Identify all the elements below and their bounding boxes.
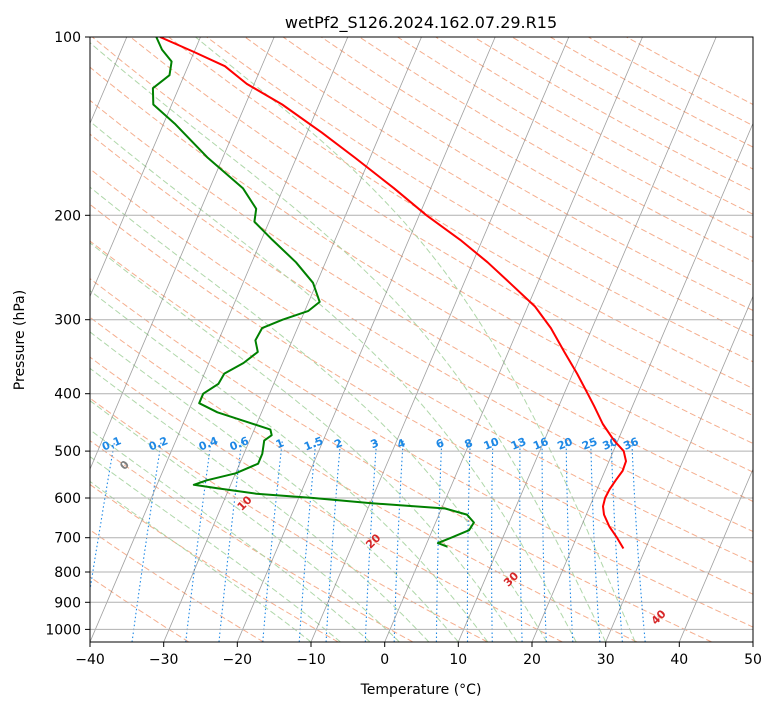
y-tick-label: 900: [54, 595, 81, 611]
isotherm-line: [753, 37, 775, 642]
plot-area: [90, 37, 753, 642]
y-axis-label: Pressure (hPa): [12, 290, 28, 390]
x-tick-label: 40: [670, 652, 688, 668]
x-tick-label: 10: [449, 652, 467, 668]
y-tick-label: 200: [54, 208, 81, 224]
y-tick-label: 800: [54, 565, 81, 581]
y-tick-label: 700: [54, 531, 81, 547]
y-tick-label: 300: [54, 313, 81, 329]
y-tick-label: 600: [54, 491, 81, 507]
y-tick-label: 400: [54, 387, 81, 403]
x-tick-label: 50: [744, 652, 762, 668]
x-axis-label: Temperature (°C): [360, 682, 482, 698]
x-tick-label: −30: [149, 652, 179, 668]
x-tick-label: 0: [380, 652, 389, 668]
y-tick-label: 100: [54, 30, 81, 46]
x-tick-label: 20: [523, 652, 541, 668]
y-tick-label: 500: [54, 444, 81, 460]
y-tick-label: 1000: [45, 622, 81, 638]
x-tick-label: 30: [597, 652, 615, 668]
x-tick-label: −10: [296, 652, 326, 668]
x-tick-label: −40: [75, 652, 105, 668]
chart-title: wetPf2_S126.2024.162.07.29.R15: [285, 13, 557, 33]
x-tick-label: −20: [223, 652, 253, 668]
